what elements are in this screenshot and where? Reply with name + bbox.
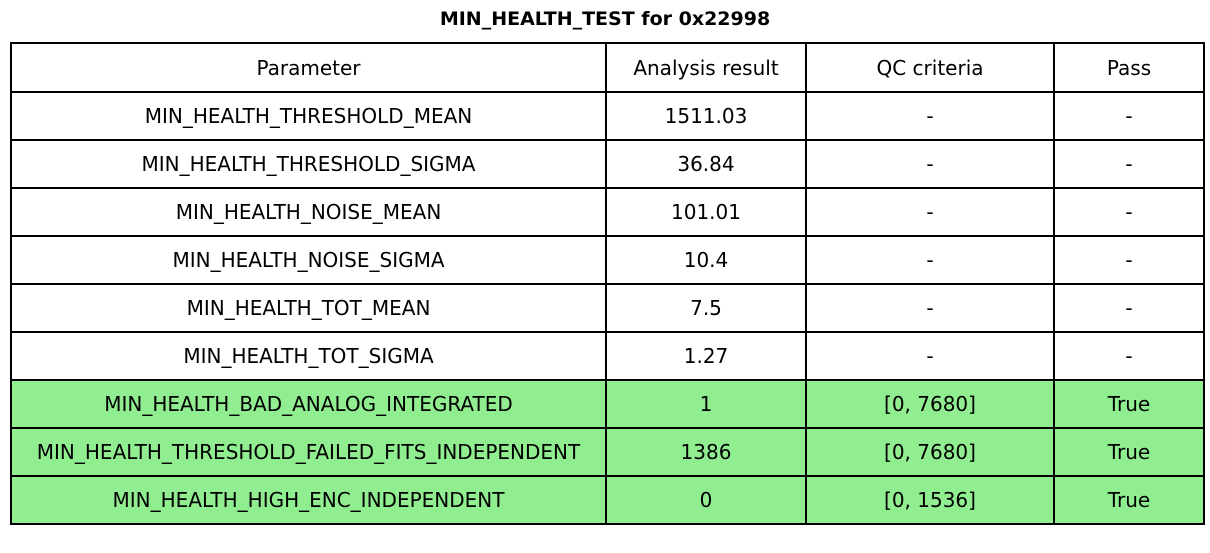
cell-pass: True [1053,427,1205,477]
cell-pass: - [1053,187,1205,237]
table-row: MIN_HEALTH_THRESHOLD_SIGMA 36.84- - [10,139,1205,189]
table-row: MIN_HEALTH_TOT_SIGMA 1.27- - [10,331,1205,381]
col-header-parameter: Parameter [10,42,607,93]
header-row: Parameter Analysis result QC criteria Pa… [10,42,1205,93]
cell-analysis-result: 36.84 [605,139,807,189]
cell-analysis-result: 1.27 [605,331,807,381]
cell-qc-criteria: [0, 1536] [805,475,1055,525]
cell-qc-criteria: [0, 7680] [805,427,1055,477]
cell-parameter: MIN_HEALTH_HIGH_ENC_INDEPENDENT [10,475,607,525]
cell-parameter: MIN_HEALTH_TOT_MEAN [10,283,607,333]
table-row: MIN_HEALTH_NOISE_SIGMA 10.4- - [10,235,1205,285]
cell-parameter: MIN_HEALTH_NOISE_SIGMA [10,235,607,285]
table-row: MIN_HEALTH_TOT_MEAN 7.5- - [10,283,1205,333]
cell-parameter: MIN_HEALTH_TOT_SIGMA [10,331,607,381]
cell-qc-criteria: - [805,187,1055,237]
cell-qc-criteria: - [805,235,1055,285]
cell-analysis-result: 1511.03 [605,91,807,141]
col-header-analysis-result: Analysis result [605,42,807,93]
cell-pass: - [1053,139,1205,189]
cell-pass: - [1053,91,1205,141]
cell-qc-criteria: - [805,139,1055,189]
table-row: MIN_HEALTH_THRESHOLD_FAILED_FITS_INDEPEN… [10,427,1205,477]
cell-pass: - [1053,331,1205,381]
table-row: MIN_HEALTH_NOISE_MEAN 101.01- - [10,187,1205,237]
cell-pass: - [1053,235,1205,285]
cell-analysis-result: 101.01 [605,187,807,237]
cell-parameter: MIN_HEALTH_BAD_ANALOG_INTEGRATED [10,379,607,429]
col-header-qc-criteria: QC criteria [805,42,1055,93]
cell-analysis-result: 7.5 [605,283,807,333]
cell-qc-criteria: [0, 7680] [805,379,1055,429]
cell-qc-criteria: - [805,91,1055,141]
table-row: MIN_HEALTH_THRESHOLD_MEAN 1511.03- - [10,91,1205,141]
table-row: MIN_HEALTH_HIGH_ENC_INDEPENDENT 0 [0, 1536… [10,475,1205,525]
cell-analysis-result: 10.4 [605,235,807,285]
cell-parameter: MIN_HEALTH_THRESHOLD_FAILED_FITS_INDEPEN… [10,427,607,477]
cell-analysis-result: 1386 [605,427,807,477]
cell-analysis-result: 0 [605,475,807,525]
cell-pass: - [1053,283,1205,333]
table-row: MIN_HEALTH_BAD_ANALOG_INTEGRATED 1 [0, 768… [10,379,1205,429]
col-header-pass: Pass [1053,42,1205,93]
cell-parameter: MIN_HEALTH_THRESHOLD_SIGMA [10,139,607,189]
cell-qc-criteria: - [805,283,1055,333]
qc-table: Parameter Analysis result QC criteria Pa… [10,42,1205,525]
cell-analysis-result: 1 [605,379,807,429]
cell-parameter: MIN_HEALTH_NOISE_MEAN [10,187,607,237]
figure-title: MIN_HEALTH_TEST for 0x22998 [439,8,771,30]
cell-pass: True [1053,379,1205,429]
cell-qc-criteria: - [805,331,1055,381]
cell-pass: True [1053,475,1205,525]
cell-parameter: MIN_HEALTH_THRESHOLD_MEAN [10,91,607,141]
